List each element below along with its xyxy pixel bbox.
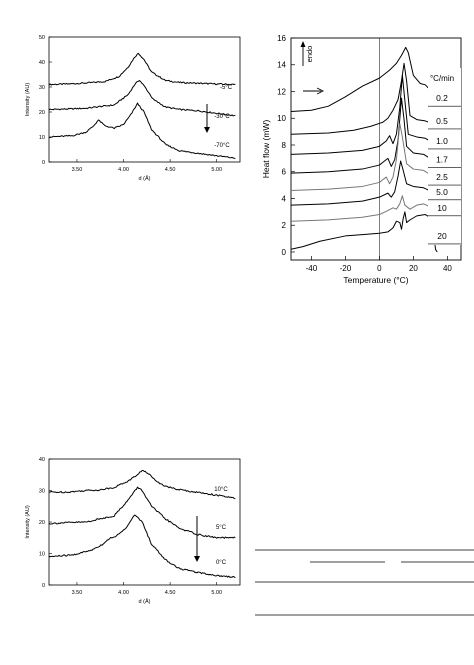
y-axis-label: Heat flow (mW) — [261, 120, 271, 179]
series-line — [48, 469, 236, 500]
y-axis-label: Intensity (AU) — [25, 505, 31, 538]
y-tick-label: 30 — [39, 489, 45, 495]
series-line — [290, 74, 438, 242]
x-tick-label: 3.50 — [72, 167, 83, 173]
y-tick-label: 4 — [282, 194, 287, 203]
y-tick-label: 50 — [39, 35, 45, 41]
series-line — [290, 123, 438, 242]
y-tick-label: 40 — [39, 60, 45, 66]
x-tick-label: 40 — [443, 264, 452, 273]
y-tick-label: 2 — [282, 221, 287, 230]
x-tick-label: -20 — [340, 264, 352, 273]
x-tick-label: 20 — [409, 264, 418, 273]
series-label: -30°C — [214, 114, 230, 120]
series-line — [48, 486, 236, 539]
y-tick-label: 10 — [39, 552, 45, 558]
y-tick-label: 0 — [42, 583, 45, 589]
x-tick-label: 0 — [377, 264, 382, 273]
series-line — [48, 52, 236, 86]
x-axis-label: Temperature (°C) — [343, 275, 408, 285]
legend-rate-label: 1.7 — [436, 155, 448, 165]
y-tick-label: 20 — [39, 520, 45, 526]
x-tick-label: 5.00 — [211, 167, 222, 173]
series-line — [290, 160, 438, 240]
y-tick-label: 6 — [282, 168, 287, 177]
series-line — [48, 514, 236, 579]
y-tick-label: 0 — [282, 248, 287, 257]
series-label: 0°C — [216, 560, 227, 566]
legend-title: °C/min — [430, 74, 454, 83]
legend-rate-label: 5.0 — [436, 187, 448, 197]
y-tick-label: 40 — [39, 457, 45, 463]
y-tick-label: 14 — [277, 61, 286, 70]
legend-rate-label: 2.5 — [436, 172, 448, 182]
x-tick-label: 4.00 — [118, 590, 129, 596]
series-line — [48, 102, 236, 160]
series-line — [290, 62, 438, 242]
x-axis-label: d (Å) — [139, 175, 151, 182]
series-line — [290, 195, 438, 244]
table-rules — [255, 549, 474, 616]
y-tick-label: 30 — [39, 85, 45, 91]
x-tick-label: 4.50 — [165, 590, 176, 596]
y-tick-label: 16 — [277, 34, 286, 43]
x-tick-label: 3.50 — [72, 590, 83, 596]
y-tick-label: 10 — [39, 135, 45, 141]
xrd-plot-cooling-high: 0 10 20 30 40 3.50 4.00 4.50 5.00 d (Å) Intensity … — [25, 457, 241, 605]
series-line — [290, 211, 438, 253]
heating-arrow-right-icon — [316, 87, 325, 95]
series-line — [48, 80, 236, 117]
arrow-head-down-icon — [194, 556, 200, 562]
y-tick-label: 8 — [282, 141, 287, 150]
legend-rate-label: 10 — [437, 203, 447, 213]
series-label: -5°C — [220, 85, 233, 91]
series-line — [290, 97, 438, 240]
y-tick-label: 20 — [39, 110, 45, 116]
y-tick-label: 10 — [277, 114, 286, 123]
series-label: 5°C — [216, 525, 227, 531]
y-axis-label: Intensity (AU) — [25, 83, 31, 116]
x-tick-label: 4.00 — [118, 167, 129, 173]
series-label: 10°C — [214, 487, 228, 493]
series-label: -70°C — [214, 143, 230, 149]
xrd-plot-cooling-low: 0 10 20 30 40 50 3.50 4.00 4.50 5.00 d (Å) Intensit… — [25, 35, 241, 182]
arrow-head-down-icon — [204, 127, 210, 133]
endo-arrow-up-icon — [300, 41, 306, 47]
x-tick-label: -40 — [306, 264, 318, 273]
legend-background — [428, 68, 461, 245]
y-tick-label: 12 — [277, 87, 286, 96]
x-tick-label: 4.50 — [165, 167, 176, 173]
dsc-heat-flow-plot: 0 2 4 6 8 10 12 14 16 -40 -20 0 20 40 Temperature (°C)… — [261, 34, 462, 285]
legend-rate-label: 20 — [437, 231, 447, 241]
series-line — [290, 46, 442, 239]
x-axis-label: d (Å) — [139, 598, 151, 605]
legend-rate-label: 0.2 — [436, 93, 448, 103]
legend-rate-label: 1.0 — [436, 136, 448, 146]
y-tick-label: 0 — [42, 160, 45, 166]
x-tick-label: 5.00 — [211, 590, 222, 596]
legend-rate-label: 0.5 — [436, 116, 448, 126]
plot-frame — [48, 36, 241, 163]
endo-label: endo — [305, 46, 314, 63]
